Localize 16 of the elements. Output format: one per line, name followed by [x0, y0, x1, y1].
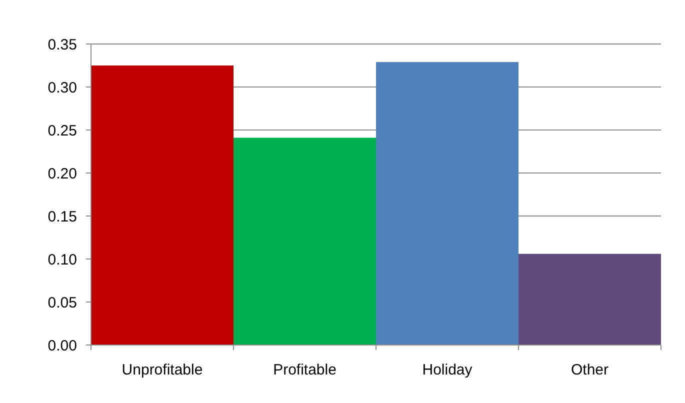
- bar: [234, 138, 376, 345]
- y-tick-label: 0.15: [48, 208, 77, 226]
- x-tick-label: Unprofitable: [122, 361, 203, 378]
- x-tick-label: Holiday: [422, 361, 473, 378]
- y-tick-label: 0.00: [48, 337, 77, 354]
- y-tick-label: 0.20: [48, 165, 77, 182]
- bar: [91, 66, 234, 345]
- y-tick-label: 0.05: [48, 294, 77, 312]
- x-tick-label: Other: [570, 361, 609, 378]
- x-tick-label: Profitable: [273, 361, 336, 378]
- y-tick-label: 0.30: [48, 79, 77, 96]
- bar: [376, 62, 518, 345]
- y-tick-label: 0.35: [48, 36, 77, 54]
- y-tick-label: 0.10: [48, 251, 77, 268]
- y-tick-label: 0.25: [48, 122, 77, 140]
- bar: [518, 254, 661, 345]
